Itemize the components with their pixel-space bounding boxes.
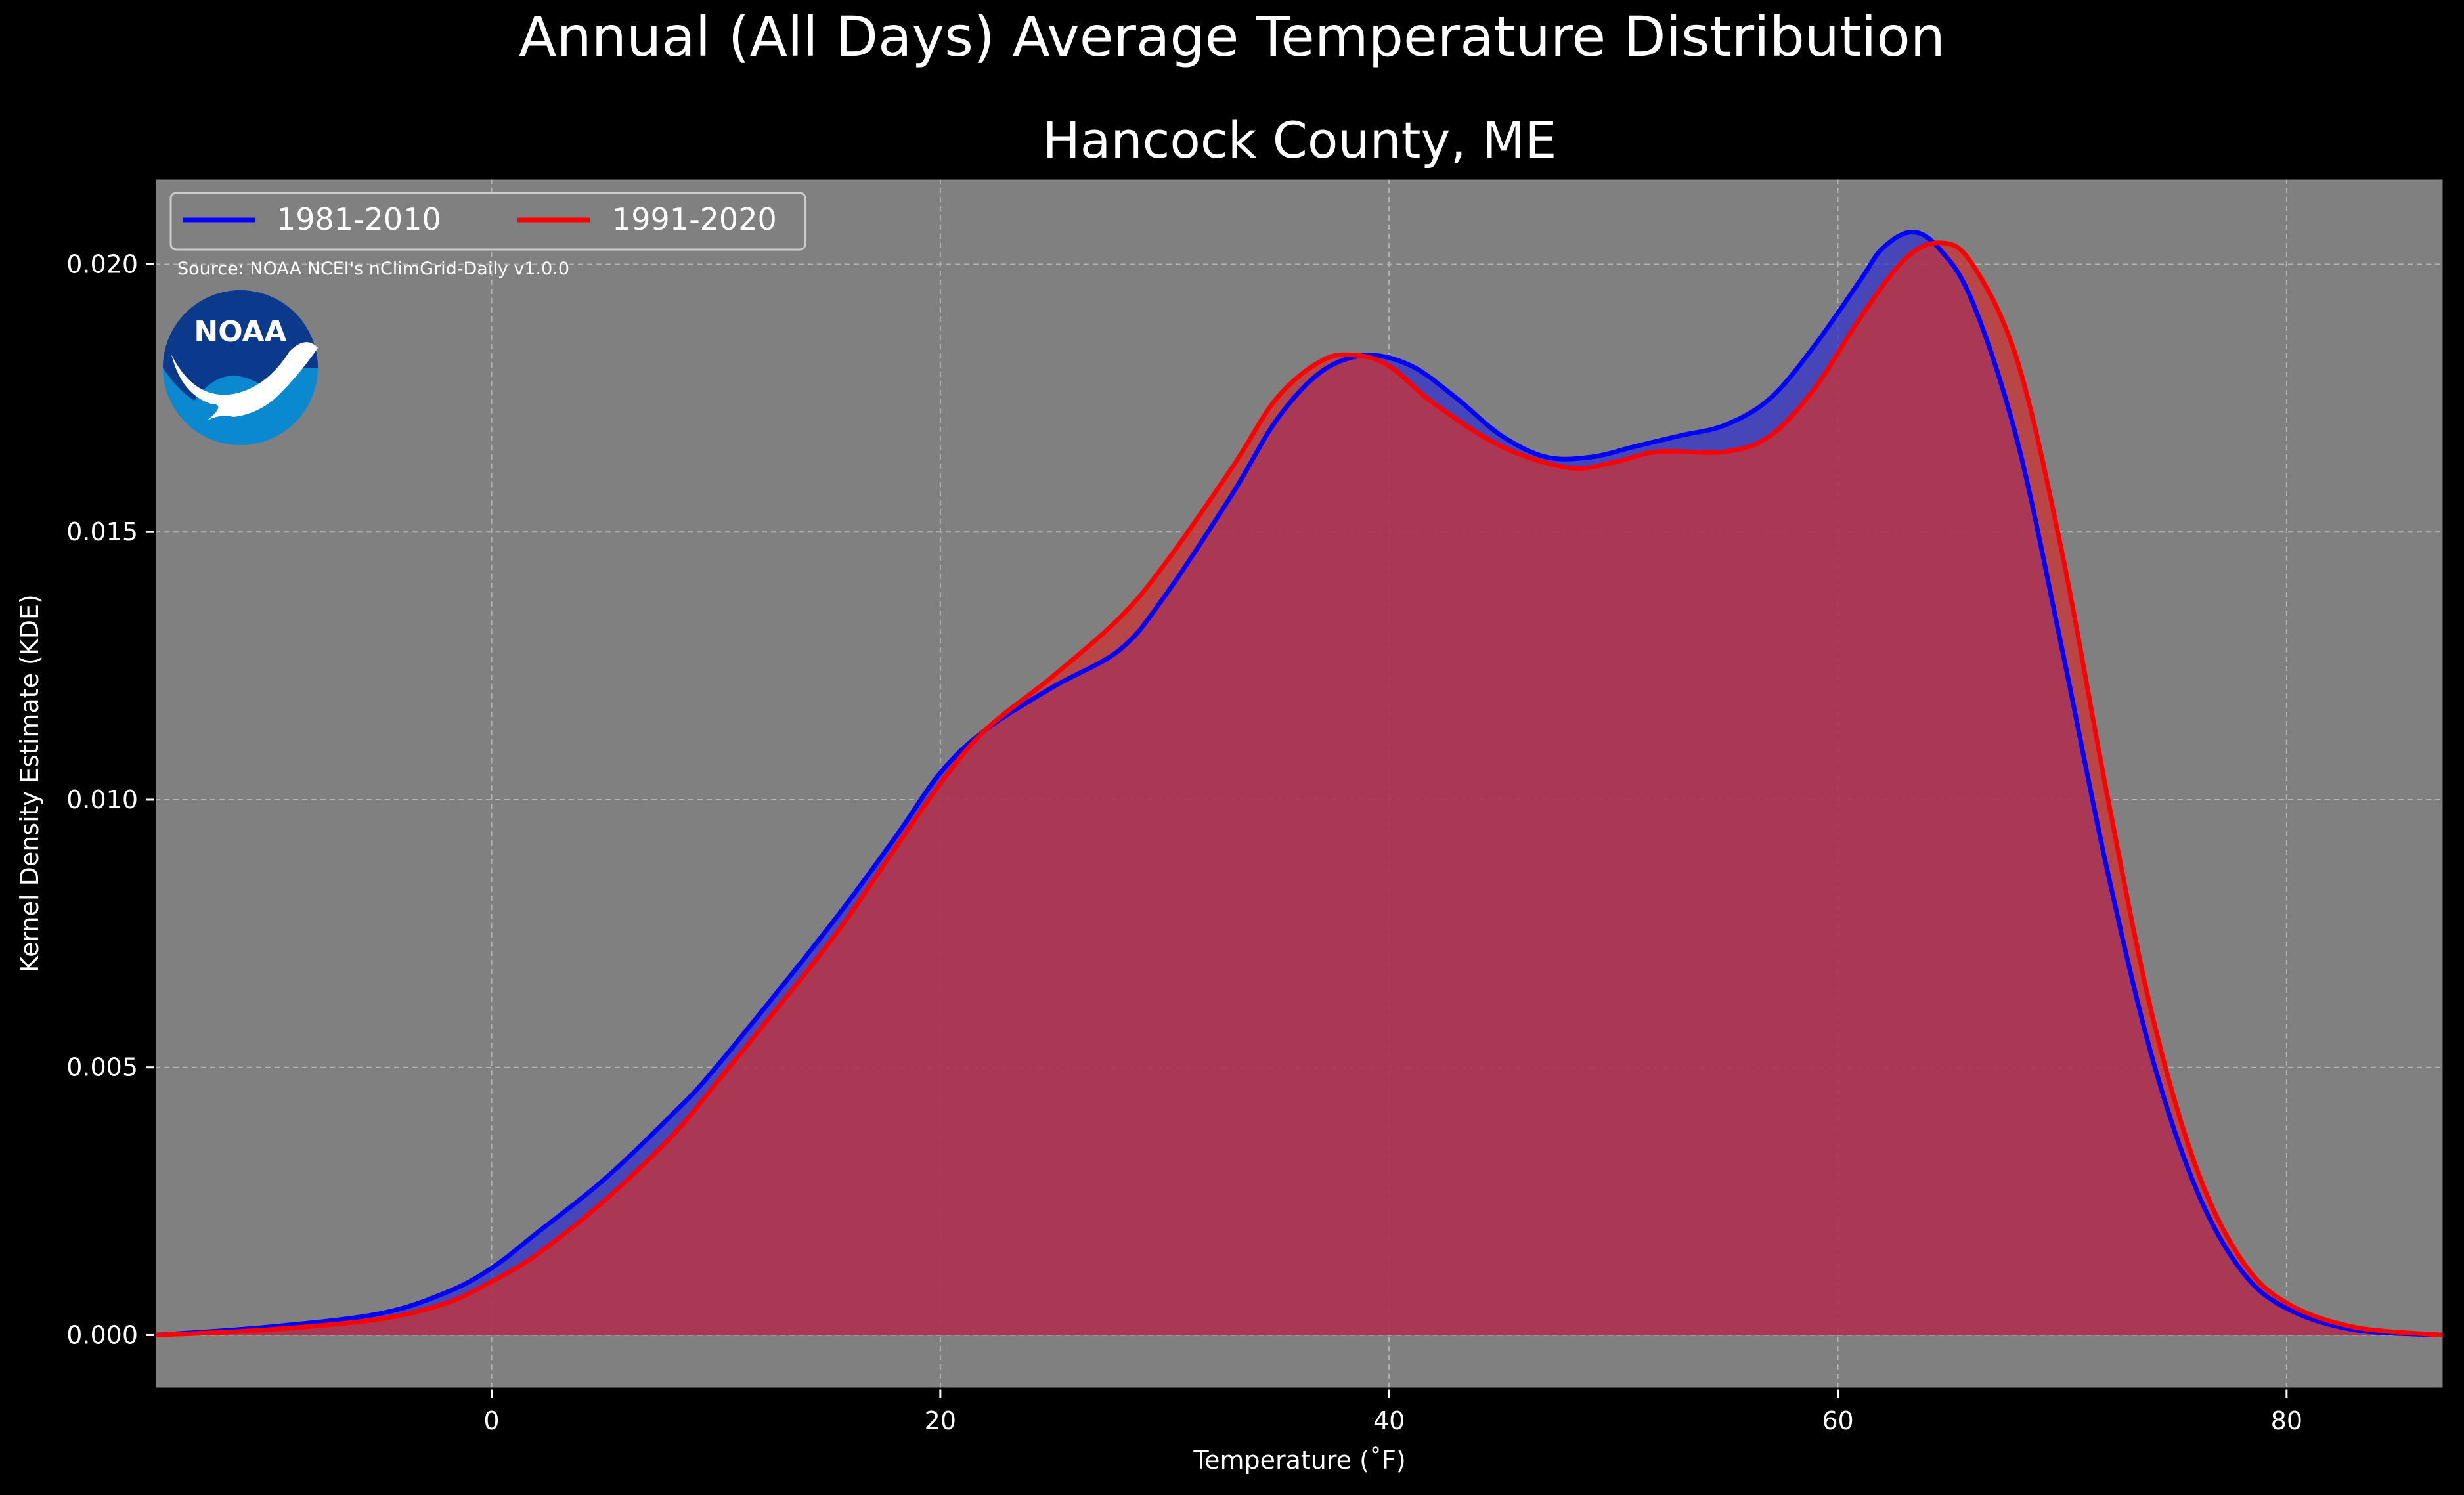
x-tick-label: 40 xyxy=(1373,1406,1405,1435)
legend: 1981-2010 1991-2020 xyxy=(169,192,806,251)
series-line-1981-2010 xyxy=(155,229,2444,1337)
legend-label-1981-2010: 1981-2010 xyxy=(276,202,441,237)
y-tick-label: 0.015 xyxy=(66,517,138,546)
y-tick-label: 0.020 xyxy=(66,249,138,278)
y-tick-label: 0.005 xyxy=(66,1053,138,1082)
legend-label-1991-2020: 1991-2020 xyxy=(612,202,777,237)
y-axis-ticks: 0.000 0.005 0.010 0.015 0.020 xyxy=(66,249,155,1349)
y-tick-label: 0.010 xyxy=(66,785,138,814)
x-axis-label: Temperature (˚F) xyxy=(1193,1446,1405,1475)
x-axis-ticks: 0 20 40 60 80 xyxy=(483,1389,2302,1435)
x-tick-label: 0 xyxy=(483,1406,499,1435)
series-fill-1991-2020 xyxy=(155,242,2444,1335)
x-tick-label: 20 xyxy=(925,1406,956,1435)
y-tick-label: 0.000 xyxy=(66,1320,138,1349)
plot-frame xyxy=(154,177,2445,1390)
y-axis-label: Kernel Density Estimate (KDE) xyxy=(15,594,44,972)
x-tick-label: 80 xyxy=(2271,1406,2302,1435)
source-note: Source: NOAA NCEI's nClimGrid-Daily v1.0… xyxy=(177,259,569,279)
noaa-logo: NOAA xyxy=(163,290,318,445)
chart-title: Annual (All Days) Average Temperature Di… xyxy=(519,5,1945,69)
x-tick-label: 60 xyxy=(1822,1406,1853,1435)
legend-box xyxy=(169,192,806,251)
noaa-logo-text: NOAA xyxy=(194,315,286,349)
series-line-1991-2020 xyxy=(155,240,2444,1337)
chart-subtitle: Hancock County, ME xyxy=(1043,111,1557,169)
